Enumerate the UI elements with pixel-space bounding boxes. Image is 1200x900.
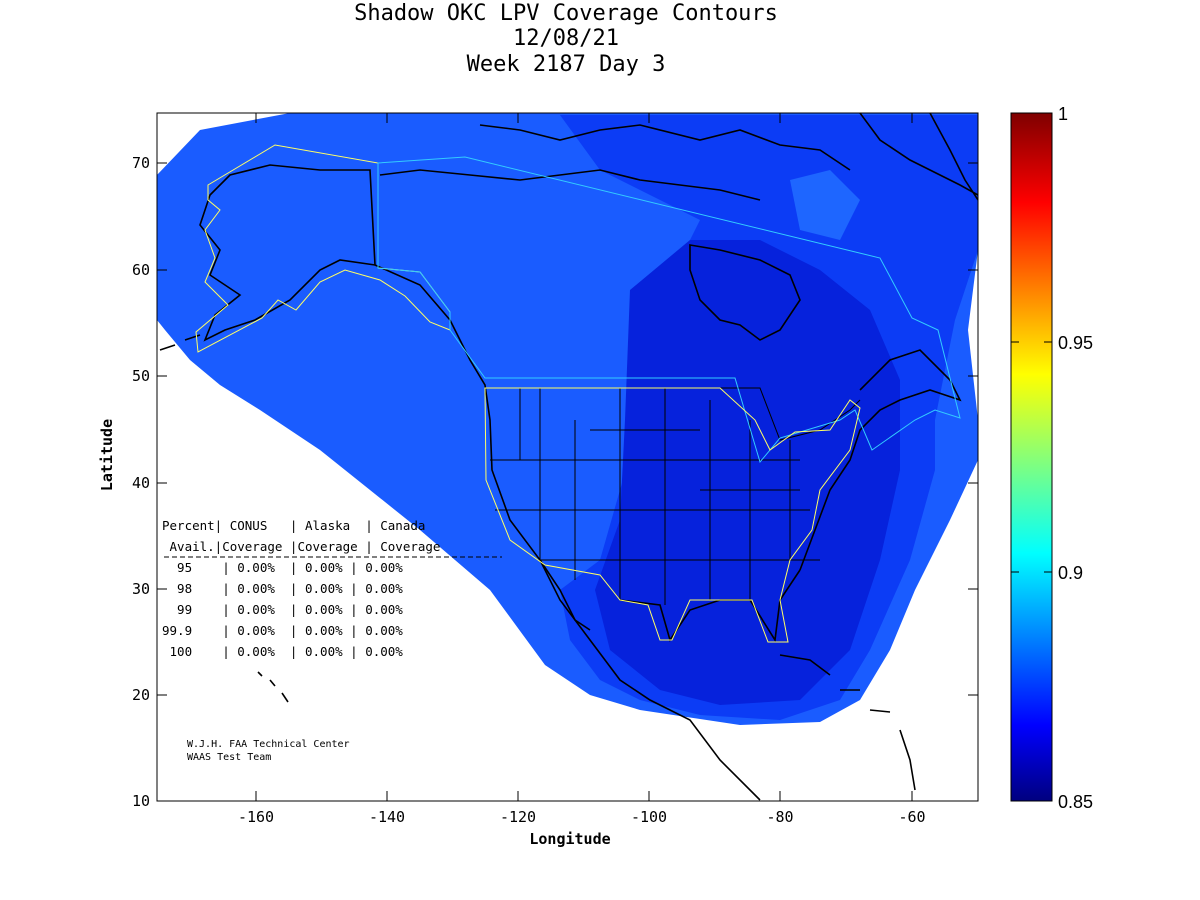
coastline-aleutians <box>159 334 201 351</box>
x-tick-label: -100 <box>631 808 667 826</box>
y-tick-label: 60 <box>132 261 150 279</box>
coastline-greenland <box>859 113 978 201</box>
table-row: 99.9 | 0.00% | 0.00% | 0.00% <box>162 623 403 638</box>
coastline-hawaii <box>257 671 289 703</box>
plot-frame <box>156 112 979 802</box>
y-axis-title: Latitude <box>98 419 116 491</box>
tick-marks <box>157 113 978 801</box>
x-axis-title: Longitude <box>529 830 610 848</box>
y-tick-label: 70 <box>132 154 150 172</box>
coastline-alaska <box>199 164 376 342</box>
colorbar-tick-label: 0.85 <box>1058 792 1093 812</box>
table-row: 98 | 0.00% | 0.00% | 0.00% <box>162 581 403 596</box>
coastline-east-coast <box>799 349 962 571</box>
table-header-2: Avail.|Coverage |Coverage | Coverage <box>162 539 440 554</box>
table-row: 100 | 0.00% | 0.00% | 0.00% <box>162 644 403 659</box>
colorbar-gradient <box>1010 112 1053 802</box>
table-header-1: Percent| CONUS | Alaska | Canada <box>162 518 425 533</box>
y-tick-label: 30 <box>132 580 150 598</box>
canada-service-area <box>377 156 961 464</box>
y-tick-label: 10 <box>132 792 150 810</box>
coastline-baja <box>539 559 591 631</box>
x-tick-label: -80 <box>766 808 793 826</box>
coverage-region-arctic <box>790 170 860 240</box>
chart-title-date: 12/08/21 <box>513 26 619 51</box>
coverage-region-dark <box>595 240 900 705</box>
coverage-table: Percent| CONUS | Alaska | Canada Avail.|… <box>162 518 502 659</box>
coastline-canada-arctic <box>379 124 851 201</box>
conus-service-area <box>484 387 861 643</box>
coastline-west-coast <box>374 264 761 801</box>
x-tick-label: -160 <box>238 808 274 826</box>
coastline-hudson-bay <box>689 244 801 341</box>
colorbar-tick-label: 0.95 <box>1058 333 1093 353</box>
colorbar-tick-label: 1 <box>1058 104 1068 124</box>
chart-title-week-day: Week 2187 Day 3 <box>466 52 666 77</box>
table-row: 99 | 0.00% | 0.00% | 0.00% <box>162 602 403 617</box>
colorbar-tick-label: 0.9 <box>1058 563 1083 583</box>
us-state-lines <box>490 388 820 605</box>
coastline-caribbean <box>779 654 916 791</box>
colorbar-ticks <box>1011 112 1052 802</box>
credit-line-2: WAAS Test Team <box>187 752 271 763</box>
y-axis-ticks: 70 60 50 40 30 20 10 <box>132 154 150 810</box>
y-tick-label: 50 <box>132 367 150 385</box>
y-tick-label: 20 <box>132 686 150 704</box>
x-tick-label: -120 <box>500 808 536 826</box>
x-tick-label: -140 <box>369 808 405 826</box>
y-tick-label: 40 <box>132 474 150 492</box>
coverage-contours: Percent| CONUS | Alaska | Canada Avail.|… <box>157 113 978 801</box>
service-areas <box>195 144 961 643</box>
x-axis-ticks: -160 -140 -120 -100 -80 -60 <box>238 808 926 826</box>
chart-title-line-1: Shadow OKC LPV Coverage Contours <box>354 1 778 26</box>
credit-line-1: W.J.H. FAA Technical Center <box>187 739 350 750</box>
table-row: 95 | 0.00% | 0.00% | 0.00% <box>162 560 403 575</box>
colorbar: 1 0.95 0.9 0.85 <box>1010 104 1093 812</box>
x-tick-label: -60 <box>898 808 925 826</box>
